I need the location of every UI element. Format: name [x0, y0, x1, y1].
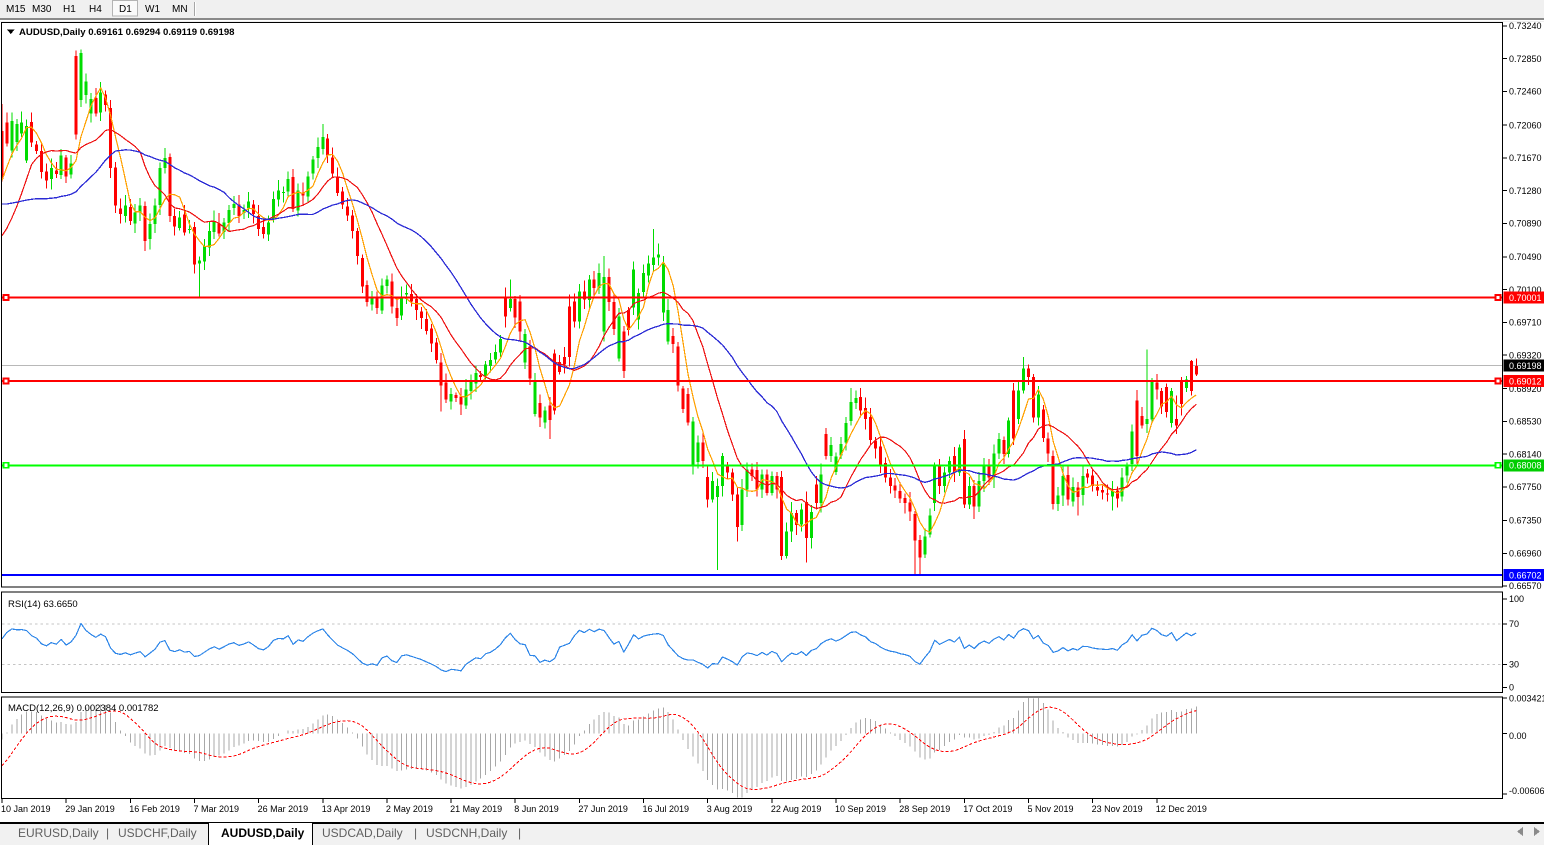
svg-text:17 Oct 2019: 17 Oct 2019: [963, 804, 1012, 814]
svg-text:0.70490: 0.70490: [1509, 252, 1542, 262]
svg-text:12 Dec 2019: 12 Dec 2019: [1156, 804, 1207, 814]
svg-text:21 May 2019: 21 May 2019: [450, 804, 502, 814]
svg-text:0.66702: 0.66702: [1509, 570, 1542, 580]
svg-text:0.67350: 0.67350: [1509, 516, 1542, 526]
svg-text:3 Aug 2019: 3 Aug 2019: [707, 804, 753, 814]
svg-text:H1: H1: [63, 4, 76, 15]
svg-text:0.72060: 0.72060: [1509, 120, 1542, 130]
svg-text:0: 0: [1509, 683, 1514, 693]
svg-text:10 Jan 2019: 10 Jan 2019: [1, 804, 51, 814]
svg-text:70: 70: [1509, 619, 1519, 629]
svg-text:0.72460: 0.72460: [1509, 87, 1542, 97]
svg-text:D1: D1: [119, 4, 132, 15]
svg-text:AUDUSD,Daily: AUDUSD,Daily: [221, 826, 305, 840]
svg-text:0.67750: 0.67750: [1509, 482, 1542, 492]
svg-text:0.68140: 0.68140: [1509, 449, 1542, 459]
svg-text:22 Aug 2019: 22 Aug 2019: [771, 804, 822, 814]
svg-text:MACD(12,26,9) 0.002384 0.00178: MACD(12,26,9) 0.002384 0.001782: [8, 703, 159, 714]
svg-text:30: 30: [1509, 660, 1519, 670]
svg-text:H4: H4: [89, 4, 102, 15]
svg-text:M15: M15: [6, 4, 26, 15]
svg-text:23 Nov 2019: 23 Nov 2019: [1092, 804, 1143, 814]
svg-text:28 Sep 2019: 28 Sep 2019: [899, 804, 950, 814]
svg-text:0.70890: 0.70890: [1509, 219, 1542, 229]
svg-text:0.68530: 0.68530: [1509, 417, 1542, 427]
svg-text:0.70100: 0.70100: [1509, 285, 1542, 295]
svg-text:-0.006069: -0.006069: [1509, 786, 1544, 796]
svg-text:W1: W1: [145, 4, 160, 15]
svg-text:M30: M30: [32, 4, 52, 15]
svg-text:5 Nov 2019: 5 Nov 2019: [1028, 804, 1074, 814]
svg-text:EURUSD,Daily: EURUSD,Daily: [18, 826, 99, 840]
svg-text:0.66960: 0.66960: [1509, 549, 1542, 559]
svg-text:0.71670: 0.71670: [1509, 153, 1542, 163]
svg-text:16 Jul 2019: 16 Jul 2019: [643, 804, 690, 814]
svg-text:0.71280: 0.71280: [1509, 186, 1542, 196]
svg-text:0.69710: 0.69710: [1509, 318, 1542, 328]
svg-text:27 Jun 2019: 27 Jun 2019: [578, 804, 628, 814]
svg-text:0.69320: 0.69320: [1509, 350, 1542, 360]
svg-text:10 Sep 2019: 10 Sep 2019: [835, 804, 886, 814]
svg-text:13 Apr 2019: 13 Apr 2019: [322, 804, 371, 814]
svg-text:USDCNH,Daily: USDCNH,Daily: [426, 826, 507, 840]
svg-text:0.69012: 0.69012: [1509, 376, 1542, 386]
svg-text:|: |: [414, 826, 417, 840]
svg-text:RSI(14) 63.6650: RSI(14) 63.6650: [8, 599, 78, 610]
svg-text:100: 100: [1509, 594, 1524, 604]
svg-text:0.66570: 0.66570: [1509, 581, 1542, 591]
svg-text:8 Jun 2019: 8 Jun 2019: [514, 804, 559, 814]
svg-text:2 May 2019: 2 May 2019: [386, 804, 433, 814]
svg-text:|: |: [106, 826, 109, 840]
svg-text:0.003421: 0.003421: [1509, 694, 1544, 704]
svg-text:0.69198: 0.69198: [1509, 361, 1542, 371]
svg-text:0.68920: 0.68920: [1509, 384, 1542, 394]
svg-text:USDCHF,Daily: USDCHF,Daily: [118, 826, 197, 840]
svg-text:0.70001: 0.70001: [1509, 293, 1542, 303]
svg-text:|: |: [518, 826, 521, 840]
svg-text:AUDUSD,Daily 0.69161 0.69294: AUDUSD,Daily 0.69161 0.69294 0.69119 0.6…: [19, 27, 235, 38]
svg-text:0.68008: 0.68008: [1509, 461, 1542, 471]
svg-text:26 Mar 2019: 26 Mar 2019: [258, 804, 309, 814]
svg-text:MN: MN: [172, 4, 188, 15]
svg-text:29 Jan 2019: 29 Jan 2019: [65, 804, 115, 814]
svg-text:0.00: 0.00: [1509, 731, 1527, 741]
svg-text:0.73240: 0.73240: [1509, 21, 1542, 31]
svg-text:0.72850: 0.72850: [1509, 54, 1542, 64]
svg-text:7 Mar 2019: 7 Mar 2019: [194, 804, 240, 814]
svg-text:16 Feb 2019: 16 Feb 2019: [129, 804, 180, 814]
svg-text:USDCAD,Daily: USDCAD,Daily: [322, 826, 403, 840]
